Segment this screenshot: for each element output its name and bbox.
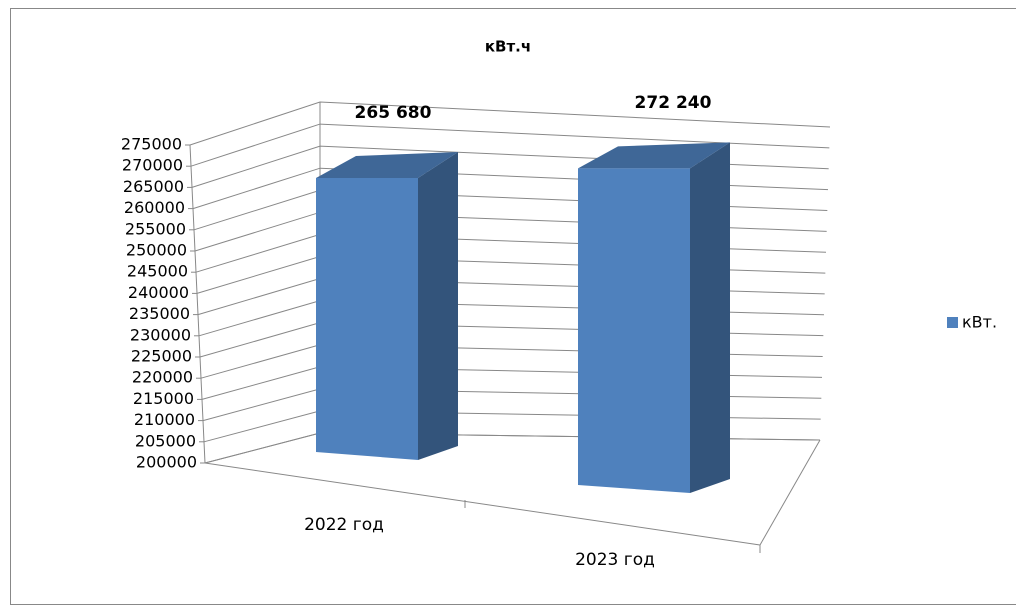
y-tick-label: 255000 — [125, 219, 186, 238]
y-tick-label: 225000 — [131, 347, 192, 366]
legend-label: кВт. — [962, 313, 997, 332]
x-tick-label: 2022 год — [304, 515, 384, 535]
y-tick-label: 230000 — [130, 325, 191, 344]
bar — [316, 178, 418, 460]
bar — [578, 168, 690, 493]
value-label: 265 680 — [355, 103, 432, 123]
y-tick-label: 260000 — [124, 198, 185, 217]
bar-side — [418, 152, 458, 460]
y-tick-label: 265000 — [123, 177, 184, 196]
y-tick-label: 200000 — [136, 453, 197, 472]
y-tick-label: 270000 — [122, 156, 183, 175]
y-tick-label: 275000 — [121, 135, 182, 154]
y-tick-label: 250000 — [126, 241, 187, 260]
y-tick-label: 210000 — [134, 410, 195, 429]
y-tick-label: 240000 — [128, 283, 189, 302]
y-tick-label: 205000 — [135, 431, 196, 450]
y-tick-label: 220000 — [132, 368, 193, 387]
y-tick-label: 235000 — [129, 304, 190, 323]
value-label: 272 240 — [635, 93, 712, 113]
y-tick-label: 215000 — [133, 389, 194, 408]
chart-title: кВт.ч — [485, 38, 531, 56]
bar-side — [690, 142, 730, 493]
y-tick-label: 245000 — [127, 262, 188, 281]
legend-swatch — [947, 317, 958, 328]
x-tick-label: 2023 год — [575, 550, 655, 570]
